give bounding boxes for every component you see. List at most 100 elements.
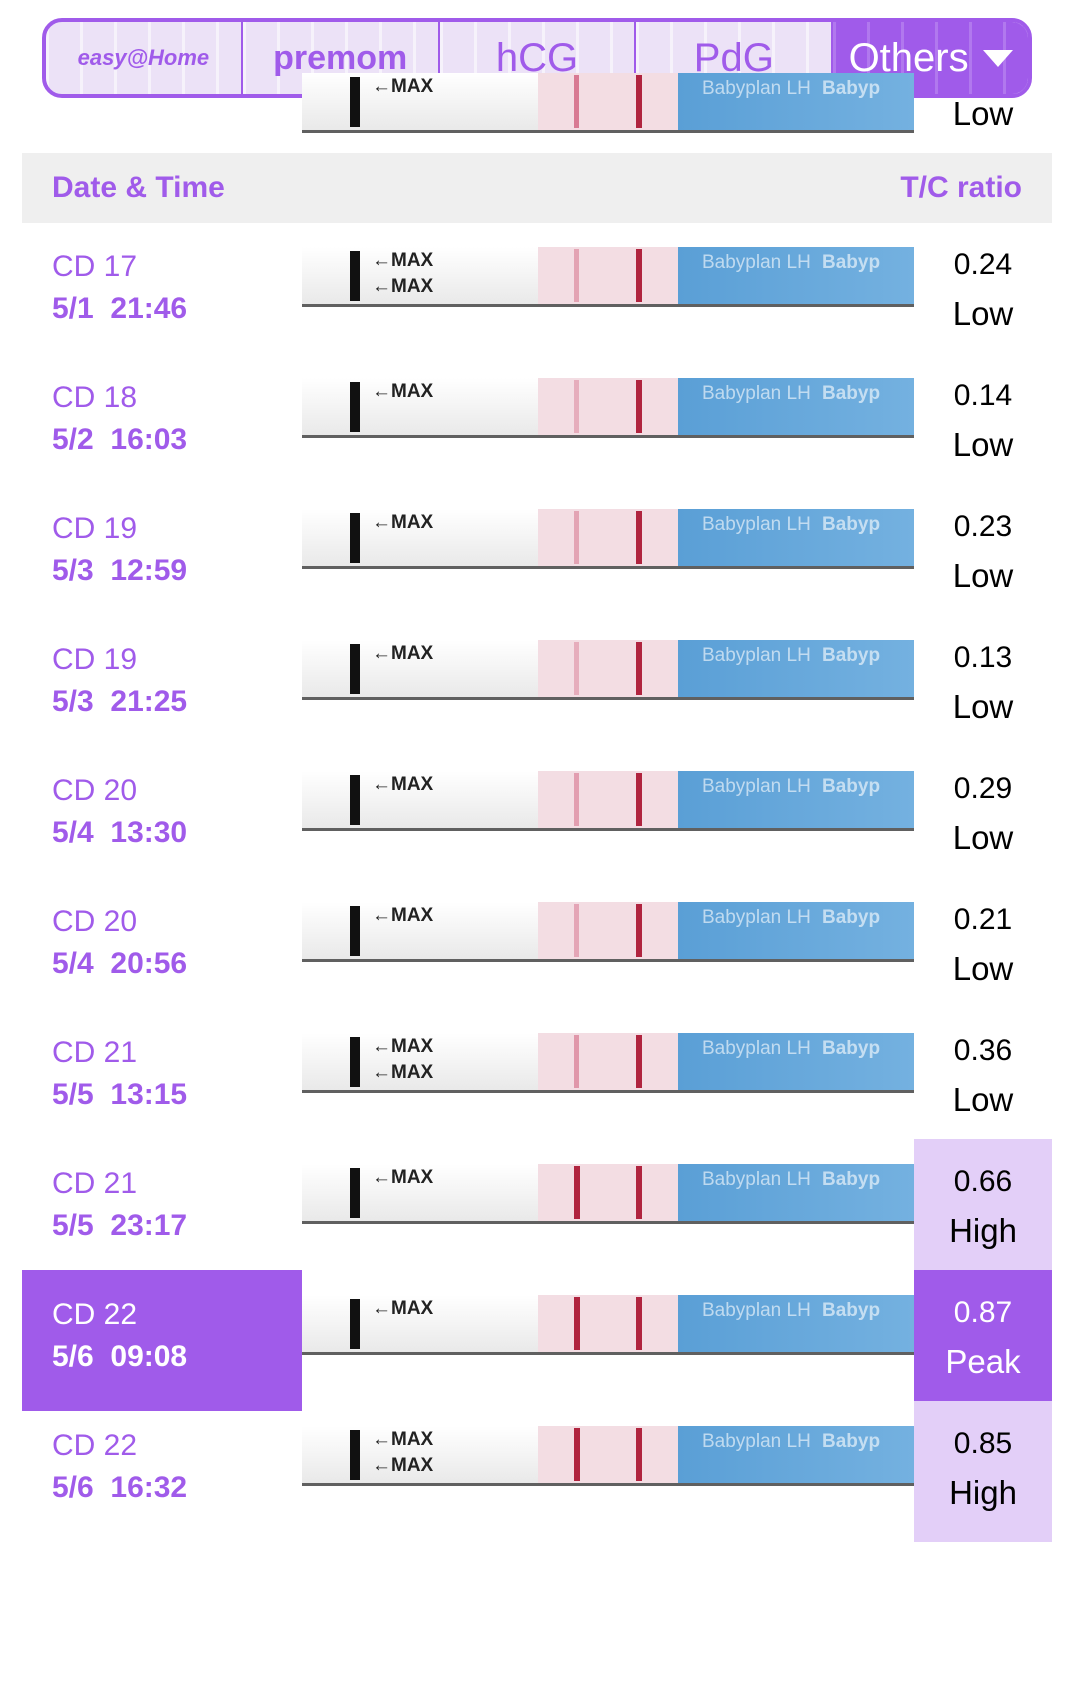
table-row[interactable]: CD 20 5/4 20:56 ←MAX Babyplan LH Babyp 0.21 Lo… xyxy=(22,877,1052,1018)
test-date: 5/6 xyxy=(52,1471,94,1504)
test-strip-image[interactable]: ←MAX ←MAX Babyplan LH Babyp xyxy=(302,1033,914,1093)
test-datetime: 5/3 12:59 xyxy=(52,554,187,588)
test-strip-image[interactable]: ←MAX Babyplan LH Babyp xyxy=(302,1164,914,1224)
strip-max-label: ←MAX xyxy=(372,643,434,664)
strip-brand-text: Babyplan LH xyxy=(702,776,811,797)
lh-level-label: Low xyxy=(952,557,1014,594)
tc-ratio-value: 0.14 xyxy=(953,379,1013,412)
tc-ratio-cell: 0.85 High xyxy=(914,1401,1052,1542)
strip-control-line xyxy=(636,511,642,564)
test-time: 21:46 xyxy=(110,292,188,325)
strip-wrapper xyxy=(678,73,914,130)
test-time: 13:15 xyxy=(110,1078,188,1111)
test-datetime: 5/6 09:08 xyxy=(52,1340,187,1374)
tc-ratio-value: 0.87 xyxy=(953,1296,1013,1329)
table-row[interactable]: CD 21 5/5 13:15 ←MAX ←MAX Babyplan LH Babyp 0.… xyxy=(22,1008,1052,1149)
strip-wrapper xyxy=(678,1164,914,1221)
strip-test-line xyxy=(574,511,579,564)
strip-brand-text: Babyp xyxy=(822,252,881,273)
test-strip-image[interactable]: ←MAX Babyplan LH Babyp xyxy=(302,1295,914,1355)
test-datetime: 5/3 21:25 xyxy=(52,685,187,719)
tc-ratio-cell: 0.21 Low xyxy=(914,877,1052,1018)
cycle-day: CD 21 xyxy=(52,1167,138,1200)
test-strip-image[interactable]: ←MAX Babyplan LH Babyp xyxy=(302,640,914,700)
lh-level-label: Low xyxy=(952,426,1014,463)
strip-brand-text: Babyplan LH xyxy=(702,383,811,404)
test-strip-image[interactable]: ←MAX ←MAX Babyplan LH Babyp xyxy=(302,1426,914,1486)
test-date: 5/1 xyxy=(52,292,94,325)
strip-brand-text: Babyplan LH xyxy=(702,1038,811,1059)
strip-wrapper xyxy=(678,902,914,959)
strip-max-label: ←MAX xyxy=(372,1298,434,1319)
test-strip-image[interactable]: ←MAX Babyplan LH Babyp xyxy=(302,509,914,569)
strip-handle xyxy=(350,77,360,127)
tc-ratio-cell: 0.13 Low xyxy=(914,615,1052,756)
table-row[interactable]: CD 20 5/4 13:30 ←MAX Babyplan LH Babyp 0.29 Lo… xyxy=(22,746,1052,887)
test-datetime: 5/2 16:03 xyxy=(52,423,187,457)
strip-wrapper xyxy=(678,640,914,697)
cycle-day: CD 17 xyxy=(52,250,138,283)
cycle-day: CD 18 xyxy=(52,381,138,414)
strip-max-label: ←MAX xyxy=(372,1429,434,1450)
table-row[interactable]: CD 21 5/5 23:17 ←MAX Babyplan LH Babyp 0.66 Hi… xyxy=(22,1139,1052,1280)
date-time-cell: CD 20 5/4 13:30 xyxy=(22,746,302,887)
date-time-cell: CD 21 5/5 23:17 xyxy=(22,1139,302,1280)
strip-control-line xyxy=(636,75,642,128)
tc-ratio-cell: 0.14 Low xyxy=(914,353,1052,494)
strip-result-window xyxy=(538,1295,678,1352)
tc-ratio-cell: 0.29 Low xyxy=(914,746,1052,887)
strip-max-label: ←MAX xyxy=(372,774,434,795)
table-row[interactable]: CD 19 5/3 21:25 ←MAX Babyplan LH Babyp 0.13 Lo… xyxy=(22,615,1052,756)
strip-max-label: ←MAX xyxy=(372,905,434,926)
test-time: 16:03 xyxy=(110,423,188,456)
test-time: 09:08 xyxy=(110,1340,188,1373)
test-time: 16:32 xyxy=(110,1471,188,1504)
strip-max-label: ←MAX xyxy=(372,76,434,97)
strip-test-line xyxy=(574,1428,580,1481)
test-strip-image[interactable]: ←MAX ←MAX Babyplan LH Babyp xyxy=(302,247,914,307)
test-date: 5/4 xyxy=(52,947,94,980)
tab-others-label: Others xyxy=(848,35,969,80)
lh-level-label: Low xyxy=(952,688,1014,725)
table-row[interactable]: CD 18 5/2 16:03 ←MAX Babyplan LH Babyp 0.14 Lo… xyxy=(22,353,1052,494)
date-time-cell: CD 19 5/3 21:25 xyxy=(22,615,302,756)
lh-level-label: Low xyxy=(952,819,1014,856)
date-time-cell: CD 21 5/5 13:15 xyxy=(22,1008,302,1149)
date-time-cell: CD 22 5/6 09:08 xyxy=(22,1270,302,1411)
table-row[interactable]: CD 17 5/1 21:46 ←MAX ←MAX Babyplan LH Babyp 0.… xyxy=(22,222,1052,363)
test-strip-image[interactable]: ←MAX Babyplan LH Babyp xyxy=(302,73,914,133)
tc-ratio-value: 0.23 xyxy=(953,510,1013,543)
strip-test-line xyxy=(574,75,579,128)
table-row[interactable]: CD 19 5/3 12:59 ←MAX Babyplan LH Babyp 0.23 Lo… xyxy=(22,484,1052,625)
test-strip-image[interactable]: ←MAX Babyplan LH Babyp xyxy=(302,378,914,438)
strip-max-label: ←MAX xyxy=(372,1167,434,1188)
strip-wrapper xyxy=(678,1426,914,1483)
lh-level-label: Low xyxy=(952,295,1014,332)
table-row[interactable]: CD 22 5/6 09:08 ←MAX Babyplan LH Babyp 0.87 Pe… xyxy=(22,1270,1052,1411)
strip-result-window xyxy=(538,247,678,304)
strip-result-window xyxy=(538,1426,678,1483)
test-time: 13:30 xyxy=(110,816,188,849)
tab-easy-at-home[interactable]: easy@Home xyxy=(46,22,243,94)
strip-max-label: ←MAX xyxy=(372,276,434,297)
table-row[interactable]: CD 22 5/6 16:32 ←MAX ←MAX Babyplan LH Babyp 0.… xyxy=(22,1401,1052,1542)
cycle-day: CD 20 xyxy=(52,774,138,807)
strip-brand-text: Babyplan LH xyxy=(702,514,811,535)
test-strip-image[interactable]: ←MAX Babyplan LH Babyp xyxy=(302,771,914,831)
tc-ratio-cell: 0.87 Peak xyxy=(914,1270,1052,1411)
strip-handle xyxy=(350,251,360,301)
strip-test-line xyxy=(574,1035,579,1088)
cycle-day: CD 19 xyxy=(52,643,138,676)
cycle-day: CD 21 xyxy=(52,1036,138,1069)
column-header-date-time: Date & Time xyxy=(52,171,225,204)
lh-level-label: Low xyxy=(952,950,1014,987)
tab-pdg-label: PdG xyxy=(693,35,774,80)
strip-result-window xyxy=(538,902,678,959)
strip-brand-text: Babyplan LH xyxy=(702,907,811,928)
lh-level-label: Peak xyxy=(945,1343,1021,1380)
strip-handle xyxy=(350,644,360,694)
test-time: 23:17 xyxy=(110,1209,188,1242)
test-datetime: 5/4 13:30 xyxy=(52,816,187,850)
test-strip-image[interactable]: ←MAX Babyplan LH Babyp xyxy=(302,902,914,962)
